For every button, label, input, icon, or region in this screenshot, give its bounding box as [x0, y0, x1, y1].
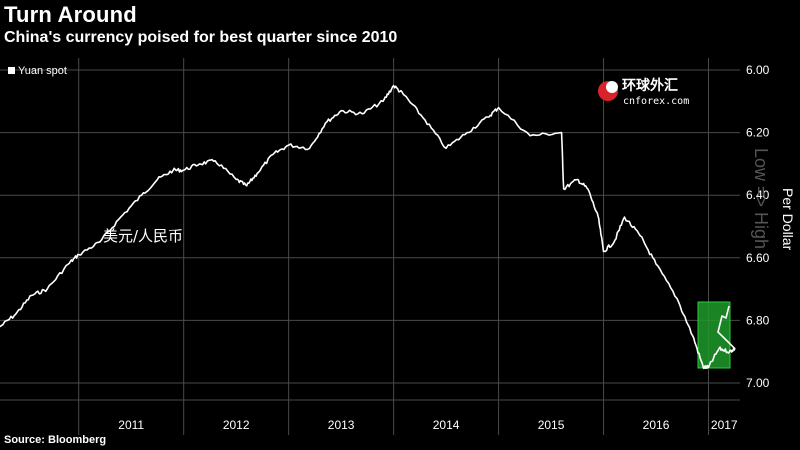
y-axis-secondary-label: Low => High	[751, 148, 771, 249]
y-axis-label: Per Dollar	[780, 188, 796, 251]
logo-cn-text: 环球外汇	[622, 77, 678, 94]
x-tick-label: 2012	[223, 418, 250, 432]
y-tick-label: 7.00	[746, 376, 770, 390]
legend-swatch	[8, 67, 15, 74]
series-line-yuan-spot	[0, 84, 736, 370]
y-tick-label: 6.40	[746, 188, 770, 202]
source-note: Source: Bloomberg	[4, 434, 107, 446]
y-tick-label: 6.20	[746, 126, 770, 140]
logo-inner-icon	[606, 81, 618, 93]
chart-subtitle: China's currency poised for best quarter…	[4, 29, 398, 46]
x-tick-label: 2016	[643, 418, 670, 432]
logo-en-text: cnforex.com	[623, 96, 689, 107]
y-tick-label: 6.00	[746, 63, 770, 77]
vertical-gridlines	[0, 58, 740, 435]
y-tick-label: 6.80	[746, 313, 770, 327]
x-tick-label: 2013	[328, 418, 355, 432]
pair-annotation: 美元/人民币	[103, 227, 183, 245]
x-axis-ticks: 2011 2012 2013 2014 2015 2016 2017	[118, 418, 738, 432]
y-tick-label: 6.60	[746, 251, 770, 265]
x-tick-label: 2011	[118, 418, 144, 432]
y-axis-ticks: 6.00 6.20 6.40 6.60 6.80 7.00	[746, 63, 770, 390]
cnforex-logo: 环球外汇 cnforex.com	[598, 77, 689, 107]
x-tick-label: 2015	[538, 418, 565, 432]
chart-title: Turn Around	[4, 2, 137, 27]
horizontal-gridlines	[0, 69, 740, 384]
legend-label: Yuan spot	[18, 65, 67, 77]
x-tick-label: 2014	[433, 418, 460, 432]
x-tick-label: 2017	[711, 418, 738, 432]
